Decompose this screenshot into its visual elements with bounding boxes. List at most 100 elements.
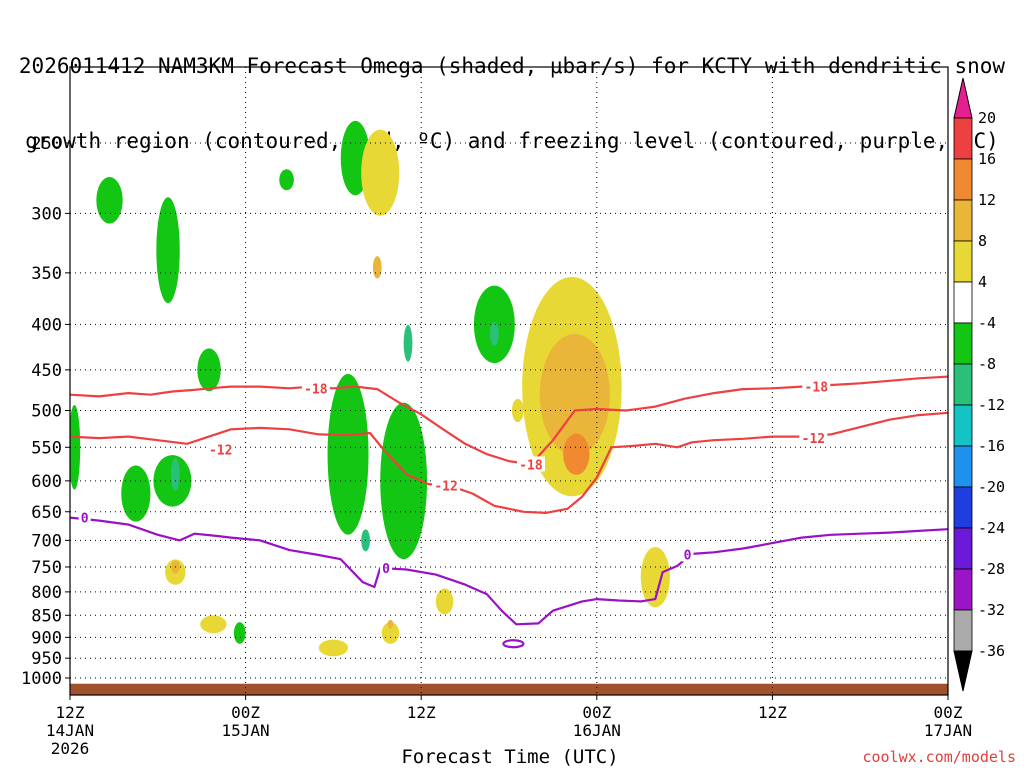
- omega-region: [197, 348, 221, 392]
- omega-region: [539, 333, 610, 456]
- y-tick-label: 800: [31, 583, 62, 603]
- omega-region: [156, 197, 180, 304]
- omega-region: [640, 547, 670, 608]
- omega-region: [435, 588, 454, 615]
- y-tick-label: 300: [31, 204, 62, 224]
- contour-label: -18: [519, 458, 543, 473]
- omega-region: [96, 176, 123, 224]
- colorbar-band: [953, 363, 973, 406]
- plot-frame: [69, 66, 949, 696]
- freezing-level-line: [70, 516, 948, 626]
- y-tick-label: 1000: [21, 669, 62, 689]
- colorbar-label: -12: [978, 396, 1005, 414]
- omega-region: [511, 398, 524, 423]
- omega-region: [170, 458, 180, 491]
- ground-layer: [70, 683, 948, 695]
- y-tick-label: 500: [31, 402, 62, 422]
- colorbar-label: -20: [978, 478, 1005, 496]
- y-tick-label: 650: [31, 503, 62, 523]
- colorbar: 20 16 12 8 4 -4 -8 -12 -16 -20 -24 -28 -32 -36: [953, 77, 1005, 692]
- colorbar-label: 4: [978, 273, 987, 291]
- colorbar-band: [953, 158, 973, 201]
- credit-link[interactable]: coolwx.com/models: [862, 748, 1016, 766]
- colorbar-band: [953, 240, 973, 283]
- colorbar-label: 12: [978, 191, 996, 209]
- contour-labels: -18 -12 -12 -18 -18 -12 0 0 0: [78, 378, 831, 577]
- chart-title-line1: 2026011412 NAM3KM Forecast Omega (shaded…: [18, 54, 1006, 78]
- contour-label-bg: [78, 509, 91, 525]
- contour-label-bg: [681, 546, 694, 562]
- omega-region: [380, 402, 428, 560]
- omega-region: [372, 256, 382, 279]
- omega-region: [489, 322, 499, 346]
- contour-label-bg: [206, 441, 235, 457]
- contour-label-bg: [432, 477, 461, 493]
- x-tick-date: 17JAN: [924, 721, 972, 740]
- colorbar-label: -36: [978, 642, 1005, 660]
- contour-label-bg: [802, 378, 831, 394]
- x-tick-label: 12Z: [758, 703, 787, 722]
- colorbar-label: 16: [978, 150, 996, 168]
- x-tick-label: 12Z: [56, 703, 85, 722]
- omega-region: [318, 639, 349, 657]
- y-tick-label: 400: [31, 315, 62, 335]
- y-tick-label: 350: [31, 264, 62, 284]
- y-tick-label: 950: [31, 649, 62, 669]
- colorbar-label: -32: [978, 601, 1005, 619]
- colorbar-bottom-arrow: [953, 650, 973, 692]
- x-tick-label: 00Z: [934, 703, 963, 722]
- y-tick-label: 700: [31, 531, 62, 551]
- colorbar-top-arrow: [953, 77, 973, 119]
- x-axis-label: Forecast Time (UTC): [401, 746, 619, 768]
- ground-band: [70, 683, 948, 695]
- omega-shading: [70, 120, 670, 657]
- colorbar-label: -28: [978, 560, 1005, 578]
- colorbar-band: [953, 117, 973, 160]
- colorbar-band: [953, 199, 973, 242]
- x-tick-label: 00Z: [582, 703, 611, 722]
- freezing-level-loop: [502, 639, 525, 649]
- x-tick-label: 00Z: [231, 703, 260, 722]
- y-tick-label: 450: [31, 361, 62, 381]
- colorbar-band: [953, 445, 973, 488]
- omega-region: [381, 622, 400, 644]
- colorbar-label: -4: [978, 314, 996, 332]
- omega-region: [121, 465, 151, 522]
- omega-region: [361, 129, 400, 216]
- contour-label-bg: [516, 456, 545, 472]
- colorbar-label: 8: [978, 232, 987, 250]
- omega-region: [200, 615, 227, 634]
- contour-label: -18: [304, 382, 328, 397]
- colorbar-band: [953, 404, 973, 447]
- omega-region: [233, 622, 246, 644]
- omega-region: [563, 433, 590, 475]
- omega-region: [403, 324, 413, 362]
- x-tick-date: 15JAN: [222, 721, 270, 740]
- contour-label: -12: [802, 432, 825, 447]
- contour-label: 0: [81, 512, 89, 527]
- x-tick-date: 14JAN: [46, 721, 94, 740]
- colorbar-label: -16: [978, 437, 1005, 455]
- colorbar-band: [953, 322, 973, 365]
- y-tick-label: 600: [31, 472, 62, 492]
- colorbar-band: [953, 568, 973, 611]
- y-tick-label: 900: [31, 628, 62, 648]
- y-axis-ticks: 2503003504004505005506006507007508008509…: [21, 134, 70, 689]
- isotherm-minus18: [70, 375, 948, 466]
- contour-label: -12: [434, 479, 457, 494]
- omega-region: [327, 373, 369, 535]
- colorbar-band: [953, 609, 973, 652]
- x-tick-date: 16JAN: [573, 721, 621, 740]
- contours: [70, 375, 948, 649]
- contour-label: -12: [209, 443, 232, 458]
- x-tick-label: 12Z: [407, 703, 436, 722]
- y-tick-label: 850: [31, 606, 62, 626]
- colorbar-label: -8: [978, 355, 996, 373]
- y-tick-label: 750: [31, 558, 62, 578]
- contour-label-bg: [799, 430, 828, 446]
- contour-label-bg: [380, 560, 393, 576]
- isotherm-minus12: [70, 411, 948, 514]
- colorbar-band: [953, 281, 973, 324]
